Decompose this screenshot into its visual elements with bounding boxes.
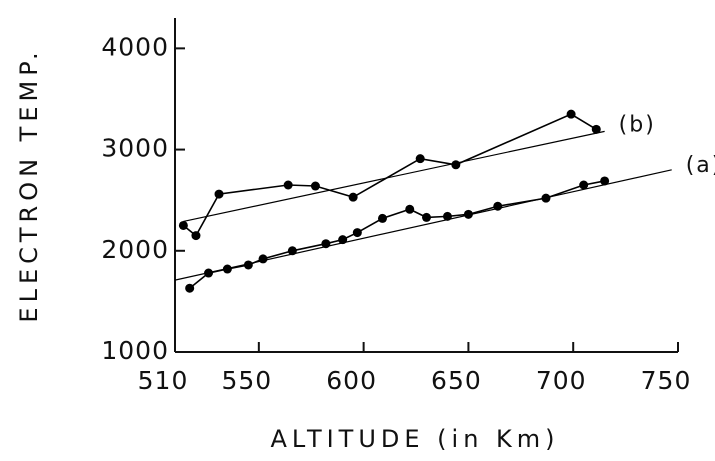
- x-axis-label: ALTITUDE (in Km): [270, 425, 559, 453]
- data-point: [566, 109, 576, 119]
- data-point: [377, 213, 387, 223]
- x-tick-label: 650: [431, 366, 482, 395]
- x-tick-label: 510: [138, 366, 189, 395]
- series-annotation: (a): [686, 153, 715, 178]
- x-tick-label: 750: [641, 366, 692, 395]
- y-axis-label: ELECTRON TEMP.: [15, 47, 43, 322]
- data-point: [191, 231, 201, 241]
- series-annotation: (b): [619, 112, 656, 137]
- data-point: [579, 180, 589, 190]
- fit-line: [174, 169, 672, 281]
- data-point: [422, 212, 431, 222]
- data-point: [310, 181, 320, 191]
- fit-line: [183, 130, 605, 223]
- data-point: [185, 283, 195, 293]
- data-line: [182, 113, 597, 237]
- y-tick-label: 1000: [101, 336, 169, 365]
- x-tick-label: 550: [221, 366, 272, 395]
- data-point: [258, 254, 268, 264]
- data-point: [463, 209, 473, 219]
- data-point: [352, 228, 362, 238]
- data-point: [415, 154, 425, 164]
- data-point: [283, 180, 293, 190]
- data-point: [451, 160, 461, 170]
- x-tick-label: 700: [536, 366, 587, 395]
- y-tick-label: 2000: [101, 235, 169, 264]
- x-tick-label: 600: [326, 366, 377, 395]
- data-point: [405, 204, 415, 214]
- data-point: [600, 176, 610, 186]
- data-point: [178, 220, 188, 230]
- y-tick-label: 3000: [101, 134, 169, 163]
- y-tick-label: 4000: [101, 32, 169, 61]
- data-point: [348, 192, 358, 202]
- data-point: [214, 189, 224, 199]
- data-point: [243, 260, 253, 270]
- data-point: [591, 124, 601, 134]
